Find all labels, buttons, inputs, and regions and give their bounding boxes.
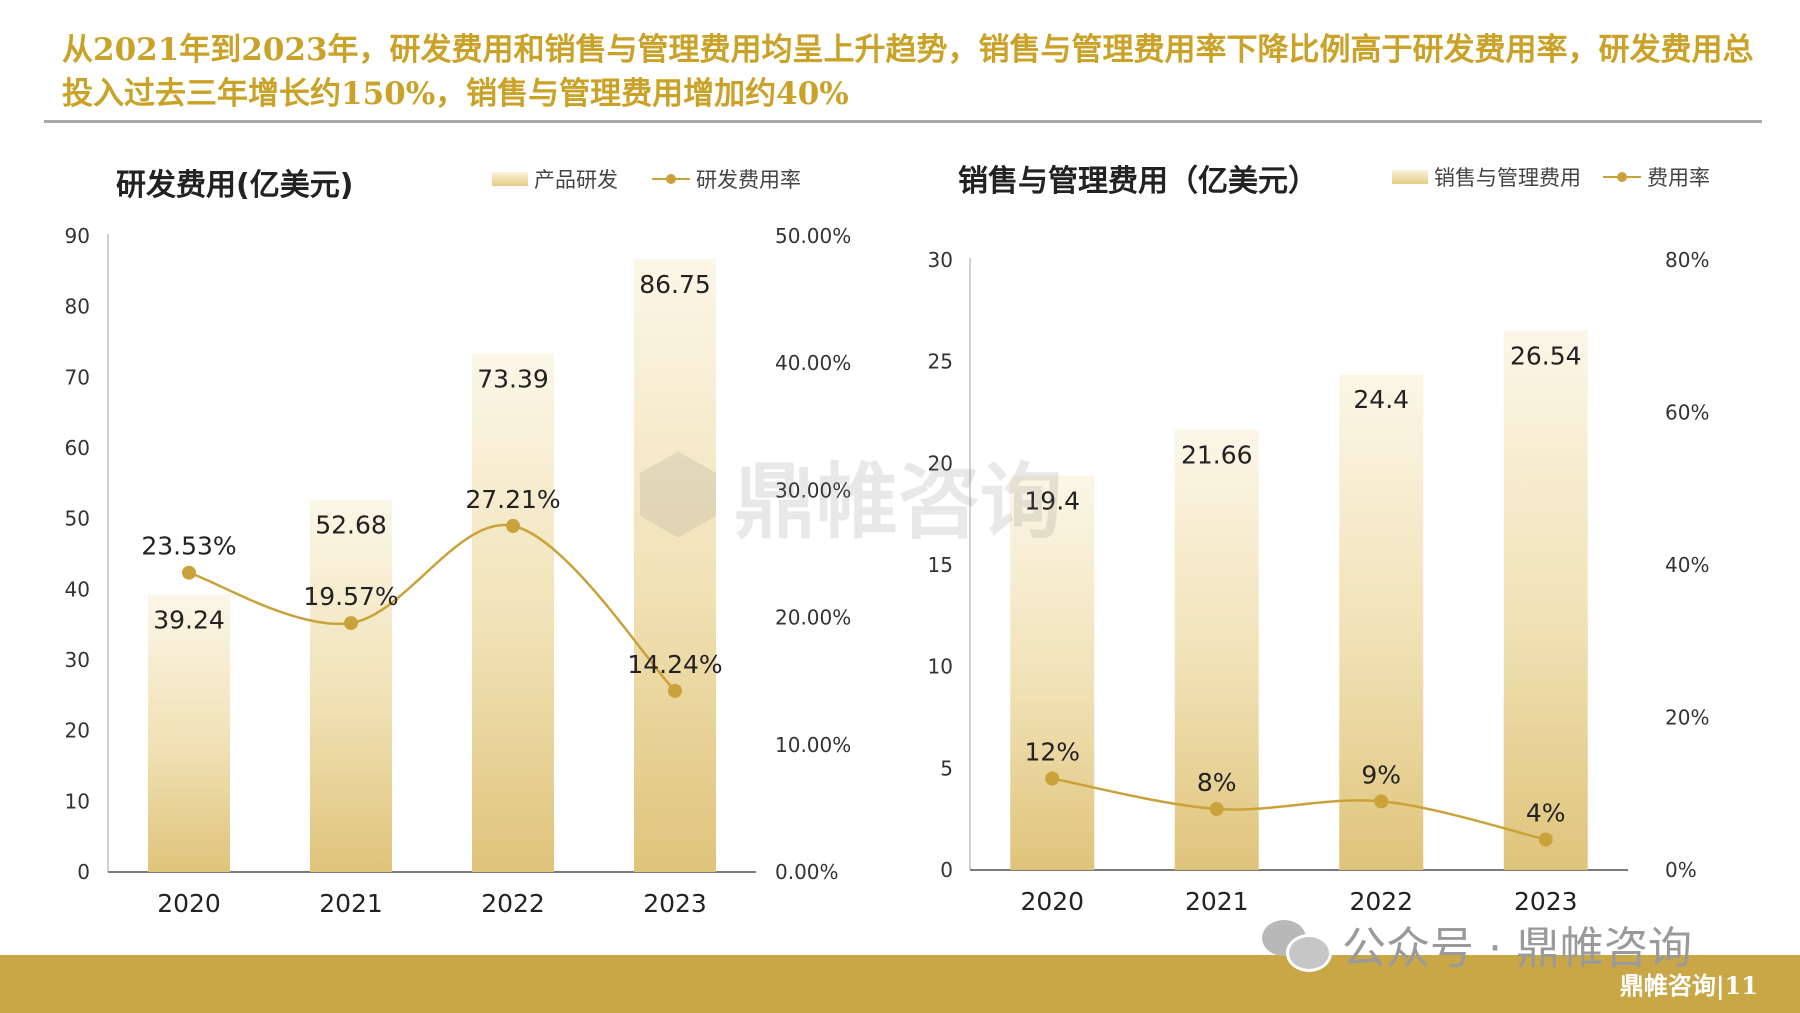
bar-value-label: 52.68	[315, 511, 387, 540]
rate-point	[668, 683, 682, 698]
bar-value-label: 26.54	[1510, 341, 1582, 370]
rd-expense-chart: 0 10 20 30 40 50 60 70 80 90 0.00% 10.00% 20.00% 30.0…	[65, 224, 852, 918]
rate-value-label: 12%	[1024, 738, 1080, 767]
wechat-account: 公众号 · 鼎帷咨询	[1262, 912, 1692, 976]
chart-1-title: 研发费用(亿美元)	[116, 168, 354, 203]
x-tick-label: 2023	[1514, 887, 1578, 916]
bar	[472, 353, 554, 872]
line-swatch-icon	[1603, 170, 1641, 184]
chart-2-legend-bar: 销售与管理费用	[1392, 162, 1581, 192]
rate-point	[506, 518, 520, 533]
y-tick-label: 70	[65, 365, 90, 389]
rate-point	[344, 616, 358, 631]
x-tick-label: 2022	[481, 889, 545, 918]
rate-point	[1209, 802, 1224, 816]
chart-2-title: 销售与管理费用（亿美元）	[958, 164, 1318, 199]
y-tick-label: 20	[65, 719, 90, 743]
y-tick-label: 5	[940, 756, 953, 780]
rate-point	[182, 565, 196, 580]
y-tick-label: 10	[65, 789, 90, 813]
y-tick-label: 15	[928, 553, 953, 577]
y2-tick-label: 20%	[1665, 706, 1709, 730]
x-tick-label: 2022	[1349, 887, 1413, 916]
chart-1-legend-bar: 产品研发	[492, 164, 618, 194]
bar	[310, 499, 392, 872]
watermark: 鼎帷咨询	[640, 435, 1062, 554]
bar	[634, 258, 716, 872]
y-tick-label: 40	[65, 577, 90, 601]
line-swatch-icon	[652, 172, 690, 186]
x-tick-label: 2021	[1185, 887, 1249, 916]
y-tick-label: 0	[77, 860, 90, 884]
y-tick-label: 20	[928, 451, 953, 475]
chart-1-legend: 产品研发 研发费用率	[492, 164, 835, 194]
bar	[1174, 429, 1259, 870]
rate-value-label: 27.21%	[465, 485, 560, 514]
bar-swatch-icon	[1392, 170, 1428, 184]
rate-value-label: 4%	[1526, 799, 1566, 828]
y2-tick-label: 0.00%	[775, 860, 839, 884]
y2-tick-label: 60%	[1665, 401, 1709, 425]
y-tick-label: 90	[65, 224, 90, 248]
bar-value-label: 39.24	[153, 606, 225, 635]
y2-tick-label: 20.00%	[775, 606, 851, 630]
page-number: 鼎帷咨询|11	[1619, 971, 1758, 1000]
y2-tick-label: 50.00%	[775, 224, 851, 248]
rate-value-label: 23.53%	[141, 532, 236, 561]
footer-band	[0, 955, 1800, 1013]
bar	[1339, 373, 1424, 870]
y2-tick-label: 30.00%	[775, 478, 851, 502]
y2-tick-label: 40%	[1665, 553, 1709, 577]
rate-line	[1052, 777, 1547, 841]
watermark-text: 鼎帷咨询	[734, 454, 1063, 550]
sga-expense-chart: 0 5 10 15 20 25 30 0% 20% 40% 60% 80% 19.4 21.66 24.4 2…	[928, 248, 1710, 916]
chart-1-legend-line-label: 研发费用率	[696, 168, 801, 192]
y-tick-label: 25	[928, 350, 953, 374]
y-tick-label: 10	[928, 655, 953, 679]
y2-tick-label: 10.00%	[775, 733, 851, 757]
rate-value-label: 19.57%	[303, 582, 398, 611]
rate-value-label: 8%	[1197, 768, 1237, 797]
wechat-icon	[1262, 920, 1332, 972]
y2-tick-label: 0%	[1665, 858, 1697, 882]
y2-tick-label: 80%	[1665, 248, 1709, 272]
y-tick-label: 0	[940, 858, 953, 882]
x-tick-label: 2020	[157, 889, 221, 918]
x-tick-label: 2020	[1020, 887, 1084, 916]
account-label: 公众号 · 鼎帷咨询	[1342, 923, 1692, 974]
chart-2-legend: 销售与管理费用 费用率	[1392, 162, 1744, 192]
y-tick-label: 30	[928, 248, 953, 272]
chart-1-legend-line: 研发费用率	[652, 164, 801, 194]
x-tick-label: 2023	[643, 889, 707, 918]
chart-2-legend-line: 费用率	[1603, 162, 1710, 192]
bar	[1503, 330, 1588, 870]
headline: 从2021年到2023年，研发费用和销售与管理费用均呈上升趋势，销售与管理费用率…	[62, 32, 1754, 112]
bar	[148, 594, 230, 872]
chart-1-legend-bar-label: 产品研发	[534, 168, 618, 192]
rate-point	[1045, 771, 1060, 786]
bar-value-label: 19.4	[1024, 487, 1080, 516]
rate-value-label: 14.24%	[627, 650, 722, 679]
headline-divider	[44, 120, 1762, 123]
chart-2-legend-line-label: 费用率	[1647, 166, 1710, 190]
hexagon-logo-icon	[640, 451, 716, 538]
y-tick-label: 30	[65, 648, 90, 672]
rate-value-label: 9%	[1361, 760, 1401, 789]
y2-tick-label: 40.00%	[775, 351, 851, 375]
bar-swatch-icon	[492, 172, 528, 186]
y-tick-label: 80	[65, 295, 90, 319]
bar-value-label: 86.75	[639, 270, 711, 299]
y-tick-label: 50	[65, 507, 90, 531]
bar-value-label: 73.39	[477, 364, 549, 393]
bar	[1010, 475, 1095, 870]
rate-line	[188, 523, 676, 692]
bar-value-label: 24.4	[1353, 385, 1409, 414]
rate-point	[1538, 832, 1553, 847]
bar-value-label: 21.66	[1181, 441, 1253, 470]
x-tick-label: 2021	[319, 889, 383, 918]
rate-point	[1374, 794, 1389, 809]
chart-2-legend-bar-label: 销售与管理费用	[1434, 166, 1581, 190]
y-tick-label: 60	[65, 436, 90, 460]
